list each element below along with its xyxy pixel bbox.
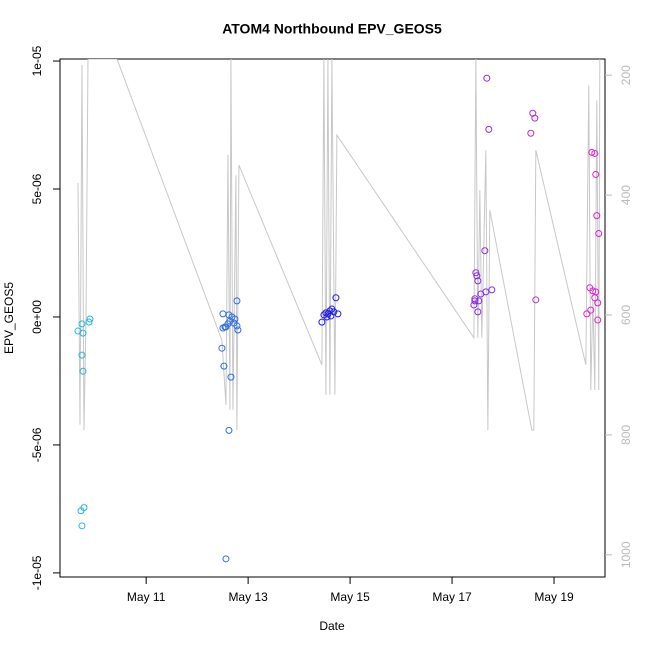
data-point — [233, 297, 241, 305]
y2-tick-label: 600 — [619, 305, 633, 325]
y2-tick-label: 400 — [619, 185, 633, 205]
data-point — [326, 307, 334, 315]
y-axis-label: EPV_GEOS5 — [2, 282, 16, 354]
data-point — [531, 114, 539, 122]
data-point — [78, 320, 86, 328]
data-point — [473, 272, 481, 280]
data-point — [475, 297, 483, 305]
data-point — [481, 247, 489, 255]
x-tick-label: May 19 — [534, 590, 574, 604]
data-point — [225, 426, 233, 434]
data-point — [589, 287, 597, 295]
data-point — [527, 129, 535, 137]
data-point — [592, 170, 600, 178]
data-point — [80, 504, 88, 512]
data-point — [594, 299, 602, 307]
x-tick-label: May 15 — [330, 590, 370, 604]
y-tick-label: -1e-05 — [30, 555, 44, 590]
data-point — [483, 74, 491, 82]
data-point — [587, 306, 595, 314]
data-point — [78, 522, 86, 530]
y-tick-label: 5e-06 — [30, 173, 44, 204]
data-point — [233, 322, 241, 330]
x-tick-label: May 13 — [228, 590, 268, 604]
y-tick-label: 1e-05 — [30, 45, 44, 76]
y2-tick-label: 1000 — [619, 541, 633, 568]
data-point — [485, 125, 493, 133]
data-point — [234, 326, 242, 334]
data-point — [488, 286, 496, 294]
data-point — [334, 310, 342, 318]
y-tick-label: -5e-06 — [30, 427, 44, 462]
data-point — [588, 148, 596, 156]
data-point — [471, 297, 479, 305]
data-point — [592, 288, 600, 296]
data-point — [78, 351, 86, 359]
data-point — [594, 316, 602, 324]
data-point — [79, 367, 87, 375]
pressure-line — [77, 59, 601, 431]
plot-area — [74, 59, 603, 563]
data-point — [227, 373, 235, 381]
y-tick-label: 0e+00 — [30, 300, 44, 334]
data-point — [593, 212, 601, 220]
y2-tick-label: 800 — [619, 425, 633, 445]
plot-frame — [59, 58, 606, 578]
x-tick-label: May 11 — [127, 590, 166, 604]
data-point — [85, 318, 93, 326]
y2-tick-label: 200 — [619, 65, 633, 85]
data-point — [532, 296, 540, 304]
data-point — [323, 313, 331, 321]
data-point — [474, 277, 482, 285]
data-point — [595, 230, 603, 238]
data-point — [472, 269, 480, 277]
data-point — [474, 308, 482, 316]
data-point — [222, 323, 230, 331]
data-point — [218, 344, 226, 352]
data-point — [471, 295, 479, 303]
chart-title: ATOM4 Northbound EPV_GEOS5 — [222, 21, 442, 37]
x-tick-label: May 17 — [432, 590, 472, 604]
data-point — [332, 294, 340, 302]
data-point — [583, 310, 591, 318]
data-point — [220, 362, 228, 370]
data-point — [219, 310, 227, 318]
x-axis-label: Date — [319, 619, 345, 633]
data-point — [591, 149, 599, 157]
data-point — [327, 312, 335, 320]
data-point — [482, 288, 490, 296]
data-point — [222, 555, 230, 563]
data-point — [231, 315, 239, 323]
data-point — [86, 315, 94, 323]
data-point — [318, 318, 326, 326]
data-point — [79, 329, 87, 337]
